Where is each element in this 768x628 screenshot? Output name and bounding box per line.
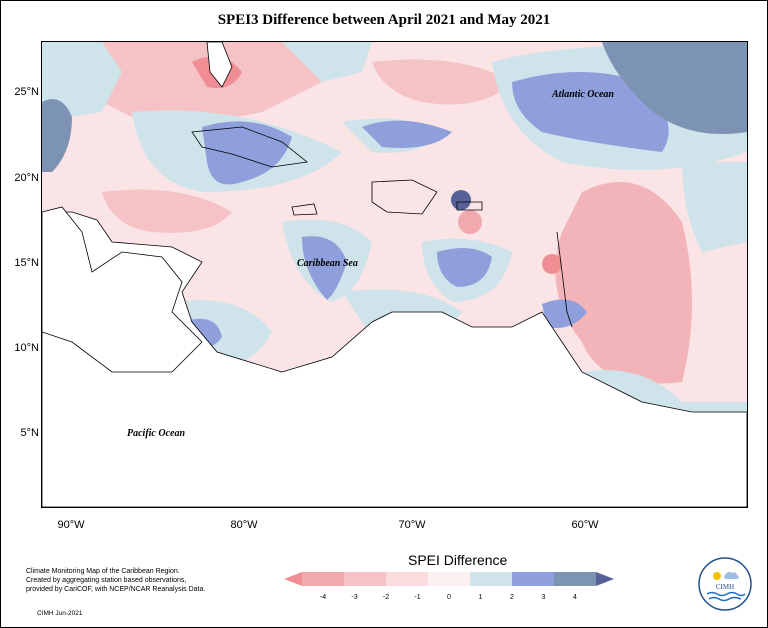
legend-title: SPEI Difference	[408, 552, 508, 568]
anomaly-area	[542, 254, 562, 274]
anomaly-area	[437, 248, 492, 287]
lon-label: 60°W	[571, 519, 599, 531]
legend-arrow-left	[284, 572, 302, 586]
wave-icon	[706, 591, 746, 597]
legend-tick-label: -4	[320, 594, 326, 601]
legend-arrow-right	[596, 572, 614, 586]
anomaly-area	[602, 42, 747, 134]
lon-label: 70°W	[398, 519, 426, 531]
cloud-icon	[724, 571, 739, 579]
central-america-land	[42, 206, 203, 373]
legend-tick-label: -3	[351, 594, 357, 601]
atlantic-ocean-label: Atlantic Ocean	[552, 89, 614, 100]
legend-cell	[428, 572, 470, 586]
hispaniola-outline	[371, 179, 438, 215]
anomaly-area	[542, 299, 587, 328]
legend-tick-label: 1	[479, 594, 483, 601]
lon-label: 80°W	[230, 519, 258, 531]
legend-tick-label: 4	[573, 594, 577, 601]
legend-tick-label: -2	[383, 594, 389, 601]
anomaly-area	[102, 189, 232, 233]
pacific-ocean-label: Pacific Ocean	[127, 428, 186, 439]
legend-cell	[344, 572, 386, 586]
legend-cell	[302, 572, 344, 586]
credits-block: Climate Monitoring Map of the Caribbean …	[26, 567, 246, 594]
legend-tick-label: 2	[510, 594, 514, 601]
sun-icon	[713, 572, 721, 580]
legend-cell	[470, 572, 512, 586]
puerto-rico-outline	[456, 201, 483, 211]
anomaly-area	[42, 99, 72, 172]
legend-cell	[554, 572, 596, 586]
credits-line: Created by aggregating station based obs…	[26, 577, 187, 584]
legend-tick-label: 3	[542, 594, 546, 601]
anomaly-area	[302, 236, 347, 300]
wave-icon	[708, 596, 742, 602]
credits-line: provided by CariCOF, with NCEP/NCAR Rean…	[26, 586, 206, 593]
jamaica-outline	[291, 203, 318, 216]
spei-difference-map	[42, 42, 747, 507]
credits-line: Climate Monitoring Map of the Caribbean …	[26, 568, 180, 575]
anomaly-area	[451, 190, 471, 210]
date-stamp: CIMH Jun-2021	[37, 610, 83, 617]
anomaly-area	[282, 42, 372, 82]
anomaly-area	[458, 210, 482, 234]
legend-tick-label: 0	[447, 594, 451, 601]
lon-label: 90°W	[57, 519, 85, 531]
legend-tick-label: -1	[414, 594, 420, 601]
map-panel: Atlantic Ocean Caribbean Sea Pacific Oce…	[41, 41, 748, 508]
lat-label: 5°N	[20, 427, 39, 439]
south-america-land	[42, 211, 747, 507]
anomaly-area	[372, 59, 512, 105]
florida-land	[206, 42, 233, 88]
cuba-outline	[191, 126, 308, 168]
legend-cells	[302, 572, 596, 586]
anomaly-area	[555, 182, 692, 384]
anomaly-area	[512, 72, 669, 152]
legend-colorbar: -4 -3 -2 -1 0 1 2 3 4	[284, 572, 614, 601]
map-title: SPEI3 Difference between April 2021 and …	[217, 12, 551, 28]
lat-label: 15°N	[14, 257, 39, 269]
cimh-logo: CIMH	[698, 557, 752, 611]
caribbean-sea-label: Caribbean Sea	[297, 258, 358, 269]
logo-text: CIMH	[716, 583, 734, 591]
lat-label: 25°N	[14, 86, 39, 98]
lat-label: 20°N	[14, 172, 39, 184]
anomaly-area	[42, 42, 122, 122]
legend-ticks: -4 -3 -2 -1 0 1 2 3 4	[320, 594, 577, 601]
legend-cell	[386, 572, 428, 586]
anomaly-area	[682, 162, 747, 252]
lat-label: 10°N	[14, 342, 39, 354]
lesser-antilles-outline	[556, 231, 573, 328]
anomaly-area	[362, 120, 452, 148]
legend-cell	[512, 572, 554, 586]
